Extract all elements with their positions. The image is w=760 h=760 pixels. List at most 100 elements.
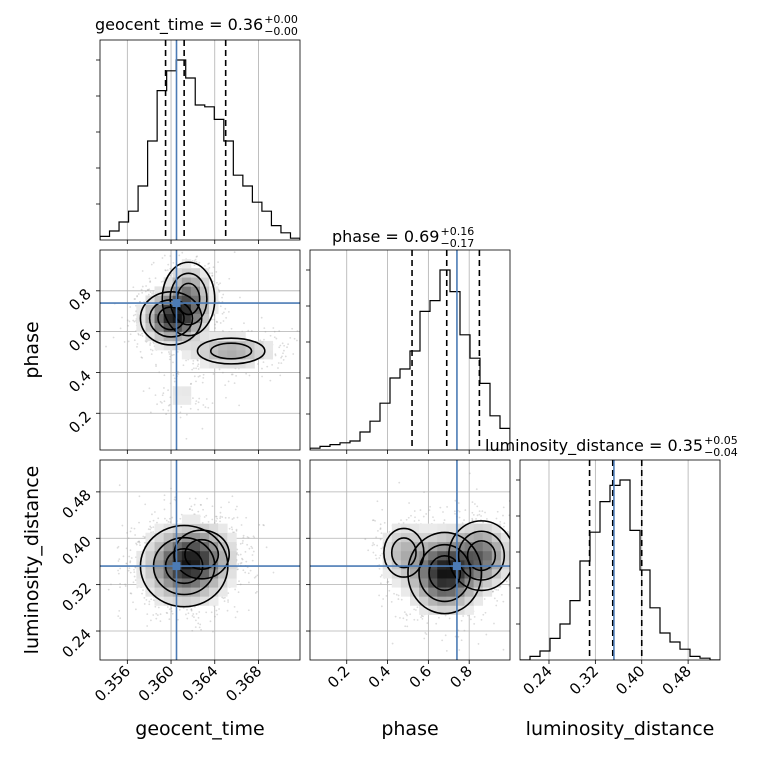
scatter-point — [251, 554, 254, 556]
scatter-point — [129, 592, 132, 595]
density-cell — [190, 304, 201, 314]
scatter-point — [228, 527, 231, 530]
scatter-point — [134, 298, 137, 300]
scatter-point — [145, 340, 148, 343]
density-cell — [227, 532, 237, 543]
scatter-point — [406, 614, 409, 617]
density-cell — [163, 541, 174, 552]
scatter-point — [122, 555, 125, 558]
scatter-point — [458, 649, 461, 651]
scatter-point — [428, 509, 431, 512]
scatter-point — [516, 580, 518, 582]
scatter-point — [292, 353, 295, 355]
density-cell — [491, 550, 502, 561]
scatter-point — [426, 622, 429, 625]
scatter-point — [211, 272, 214, 275]
scatter-point — [197, 363, 200, 366]
scatter-point — [148, 277, 151, 280]
scatter-point — [196, 255, 198, 258]
scatter-point — [194, 497, 197, 500]
scatter-point — [443, 519, 446, 521]
scatter-point — [164, 269, 167, 272]
scatter-point — [236, 516, 239, 519]
scatter-point — [230, 373, 233, 376]
density-cell — [473, 569, 484, 579]
scatter-point — [235, 528, 238, 531]
scatter-point — [213, 318, 216, 321]
density-cell — [482, 560, 493, 570]
scatter-point — [230, 327, 233, 330]
scatter-point — [194, 619, 197, 622]
scatter-point — [511, 573, 513, 575]
density-cell — [218, 560, 228, 570]
scatter-point — [405, 613, 408, 615]
scatter-point — [423, 637, 426, 640]
scatter-point — [232, 517, 235, 519]
scatter-point — [168, 358, 171, 361]
tick-label-x: 0.4 — [365, 662, 395, 692]
scatter-point — [137, 293, 140, 295]
scatter-point — [118, 484, 121, 487]
scatter-point — [168, 618, 171, 621]
scatter-point — [238, 404, 241, 407]
density-cell — [209, 541, 219, 552]
density-cell — [391, 532, 402, 543]
scatter-point — [279, 344, 282, 347]
scatter-point — [289, 337, 292, 339]
scatter-point — [219, 322, 222, 324]
scatter-point — [219, 517, 221, 520]
density-cell — [218, 532, 228, 543]
tick-label-y: 0.4 — [65, 367, 95, 397]
scatter-point — [503, 522, 506, 525]
scatter-point — [379, 575, 382, 578]
scatter-point — [149, 528, 152, 531]
tick-label-x: 0.356 — [91, 662, 134, 705]
scatter-point — [132, 286, 135, 289]
density-cell — [181, 331, 192, 342]
scatter-point — [152, 341, 155, 343]
scatter-point — [454, 499, 457, 502]
density-cell — [227, 331, 237, 342]
density-cell — [163, 550, 174, 561]
density-cell — [500, 532, 510, 543]
scatter-point — [152, 526, 155, 529]
scatter-point — [129, 561, 132, 564]
scatter-point — [121, 316, 123, 319]
scatter-point — [219, 520, 221, 523]
scatter-point — [133, 571, 136, 574]
scatter-point — [286, 346, 288, 349]
scatter-point — [179, 517, 182, 520]
tick-label-y: 0.48 — [58, 486, 94, 522]
scatter-point — [475, 517, 477, 520]
scatter-point — [237, 554, 240, 556]
scatter-point — [529, 550, 531, 552]
scatter-point — [213, 522, 216, 524]
scatter-point — [190, 608, 193, 611]
scatter-point — [502, 600, 505, 603]
scatter-point — [266, 365, 269, 368]
density-cell — [437, 605, 447, 615]
scatter-point — [413, 520, 416, 522]
scatter-point — [145, 598, 148, 601]
density-content — [310, 460, 531, 660]
density-cell — [218, 331, 228, 342]
scatter-point — [407, 516, 410, 519]
scatter-point — [141, 357, 144, 359]
scatter-point — [202, 376, 205, 379]
density-cell — [181, 304, 192, 314]
density-cell — [482, 550, 493, 561]
scatter-point — [156, 403, 158, 406]
scatter-point — [471, 519, 474, 522]
scatter-point — [380, 605, 383, 608]
scatter-point — [240, 562, 243, 564]
scatter-point — [274, 353, 277, 356]
scatter-point — [190, 382, 193, 385]
panel-frame — [309, 249, 511, 451]
density-cell — [419, 605, 429, 615]
tick-label-x: 0.24 — [519, 662, 555, 698]
scatter-point — [212, 630, 214, 633]
hist-panel-phase — [306, 249, 511, 454]
density-cell — [382, 550, 393, 561]
scatter-point — [492, 590, 495, 593]
density-cell — [437, 532, 447, 543]
